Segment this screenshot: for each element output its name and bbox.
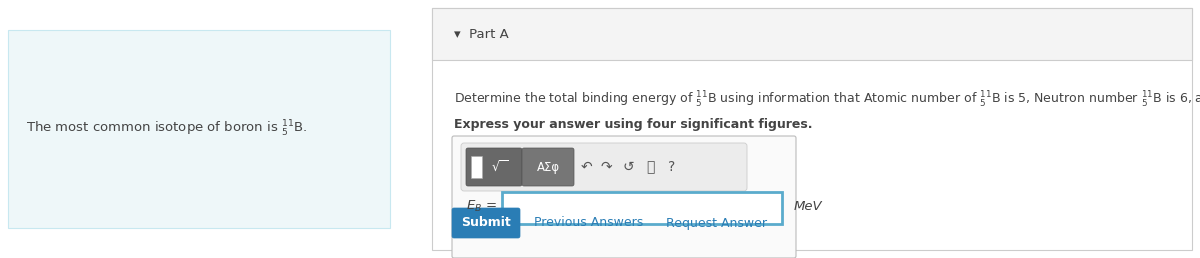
Text: ▾  Part A: ▾ Part A (454, 28, 509, 41)
Text: ↷: ↷ (600, 160, 612, 174)
Text: Previous Answers: Previous Answers (534, 216, 643, 230)
Text: The most common isotope of boron is $\mathregular{^{11}_{5}}$B.: The most common isotope of boron is $\ma… (26, 119, 307, 139)
Text: Submit: Submit (461, 216, 511, 230)
Text: ?: ? (668, 160, 676, 174)
Bar (502, 192, 782, 224)
Text: Express your answer using four significant figures.: Express your answer using four significa… (454, 118, 812, 131)
Text: ↶: ↶ (580, 160, 592, 174)
FancyBboxPatch shape (522, 148, 574, 186)
Text: ⌸: ⌸ (646, 160, 654, 174)
FancyBboxPatch shape (466, 148, 522, 186)
Text: $E_B$ =: $E_B$ = (466, 198, 497, 214)
Text: MeV: MeV (794, 199, 823, 213)
Text: Request Answer: Request Answer (666, 216, 767, 230)
Text: Determine the total binding energy of $\mathregular{^{11}_{5}}$B using informati: Determine the total binding energy of $\… (454, 90, 1200, 110)
Text: $\sqrt{\ }$: $\sqrt{\ }$ (492, 159, 509, 175)
Bar (432, 8, 1192, 250)
FancyBboxPatch shape (461, 143, 746, 191)
Text: AΣφ: AΣφ (536, 160, 559, 173)
Bar (432, 8, 1192, 60)
Text: ↺: ↺ (622, 160, 634, 174)
Bar (8, 30, 390, 228)
FancyBboxPatch shape (452, 136, 796, 258)
Bar (470, 156, 482, 178)
FancyBboxPatch shape (452, 208, 520, 238)
